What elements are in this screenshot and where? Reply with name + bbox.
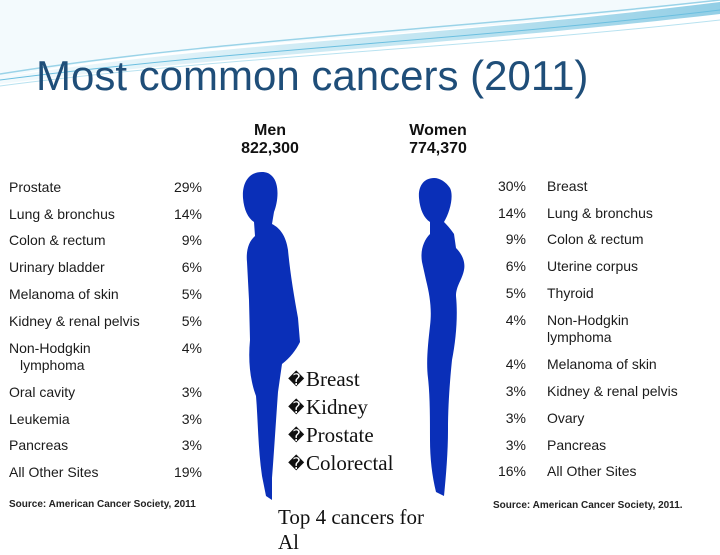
men-row-pct: 9% [181,232,202,248]
women-row-site: Non-Hodgkin [547,312,629,328]
men-total: 822,300 [241,140,299,157]
men-row-pct: 14% [173,206,202,222]
men-source-note: Source: American Cancer Society, 2011 [9,499,196,510]
women-row-site: Melanoma of skin [547,356,657,372]
bullet-item: �Breast [288,366,393,394]
men-row-site: Oral cavity [9,384,76,400]
women-row-pct: 16% [497,463,526,479]
men-row-site-line2: lymphoma [20,357,85,373]
women-row-site: Uterine corpus [547,258,639,274]
bullet-text: Breast [306,367,360,391]
slide-title: Most common cancers (2011) [36,52,589,99]
bullet-marker: � [288,428,305,445]
men-row-site: Colon & rectum [9,232,106,248]
bullet-marker: � [288,400,305,417]
male-silhouette-icon [242,172,300,500]
women-row-site: Thyroid [547,285,594,301]
women-row-pct: 3% [505,437,526,453]
women-row-pct: 6% [505,258,526,274]
women-row-site: Kidney & renal pelvis [547,383,678,399]
men-row-site: All Other Sites [9,464,99,480]
caption-line-1: Top 4 cancers for [278,505,425,529]
men-row-pct: 3% [181,411,202,427]
men-row-pct: 4% [181,340,202,356]
bullet-item: �Prostate [288,422,393,450]
men-row-pct: 5% [181,313,202,329]
bullet-text: Colorectal [306,451,394,475]
women-row-pct: 4% [505,356,526,372]
top-cancers-bullet-list: �Breast �Kidney �Prostate �Colorectal [288,366,393,478]
men-row-site: Urinary bladder [9,259,105,275]
women-row-site: Colon & rectum [547,231,644,247]
men-row-site: Melanoma of skin [9,286,119,302]
women-row-site: Breast [547,178,588,194]
men-row-site: Kidney & renal pelvis [9,313,140,329]
men-row-site: Lung & bronchus [9,206,115,222]
women-row-pct: 4% [505,312,526,328]
men-row-pct: 6% [181,259,202,275]
women-row-pct: 30% [497,178,526,194]
bullet-item: �Colorectal [288,450,393,478]
men-heading-label: Men [254,122,286,139]
men-row-pct: 29% [173,179,202,195]
women-row-pct: 3% [505,383,526,399]
men-row-site: Pancreas [9,437,69,453]
bullet-marker: � [288,372,305,389]
women-row-site: Pancreas [547,437,607,453]
men-row-pct: 5% [181,286,202,302]
women-row-pct: 5% [505,285,526,301]
cancer-statistics-figure [0,112,720,540]
women-row-site: All Other Sites [547,463,637,479]
caption-line-2: Al [278,530,299,554]
female-silhouette-icon [418,178,465,496]
women-row-pct: 14% [497,205,526,221]
women-total: 774,370 [409,140,467,157]
women-row-site: Ovary [547,410,585,426]
women-heading: Women 774,370 [396,122,480,158]
women-heading-label: Women [409,122,467,139]
bullet-text: Prostate [306,423,374,447]
men-heading: Men 822,300 [228,122,312,158]
men-row-pct: 19% [173,464,202,480]
women-row-site-line2: lymphoma [547,329,612,345]
men-row-site: Leukemia [9,411,70,427]
women-row-pct: 3% [505,410,526,426]
men-row-site: Non-Hodgkin [9,340,91,356]
decorative-swoosh [0,0,720,87]
bullet-text: Kidney [306,395,368,419]
women-row-site: Lung & bronchus [547,205,653,221]
women-row-pct: 9% [505,231,526,247]
bullet-item: �Kidney [288,394,393,422]
men-row-site: Prostate [9,179,62,195]
women-source-note: Source: American Cancer Society, 2011. [493,500,683,511]
bullet-marker: � [288,456,305,473]
men-row-pct: 3% [181,384,202,400]
men-row-pct: 3% [181,437,202,453]
silhouettes [242,172,465,500]
